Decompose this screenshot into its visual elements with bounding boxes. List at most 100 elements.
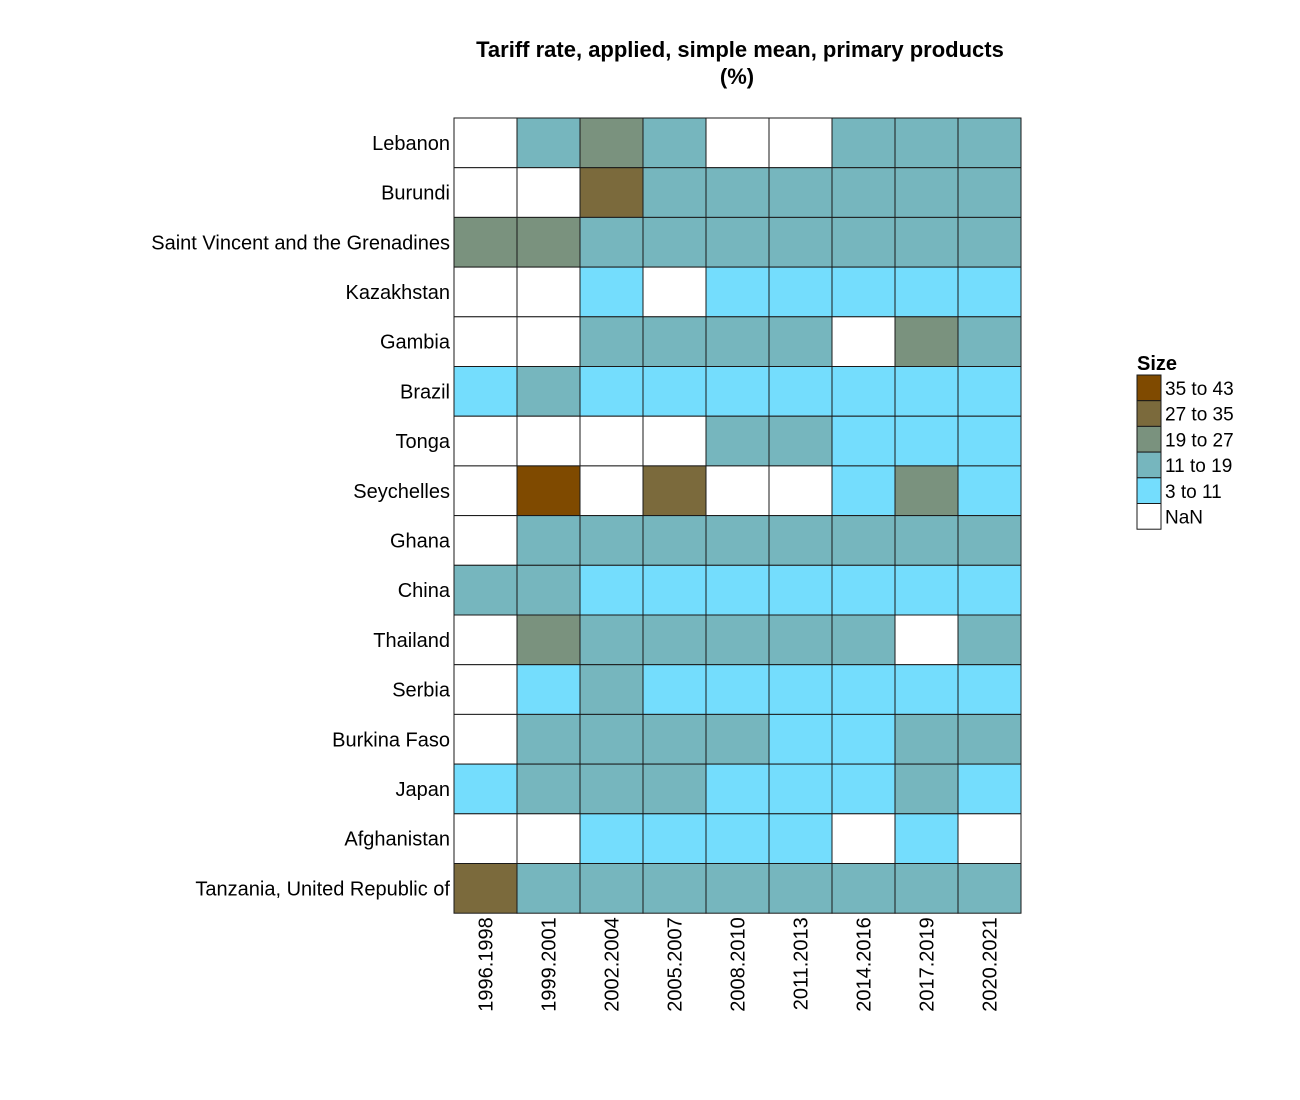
heatmap-cell-gambia-2005-2007 (642, 316, 707, 367)
heatmap-cell-china-1999-2001 (516, 564, 581, 616)
heatmap-cell-afghanistan-2017-2019 (894, 813, 959, 864)
row-label-japan: Japan (396, 779, 451, 801)
column-label-2020-2021: 2020.2021 (980, 917, 1002, 1012)
heatmap-cell-lebanon-2014-2016 (831, 117, 896, 169)
heatmap-cell-thailand-2020-2021 (957, 614, 1022, 666)
heatmap-cell-china-1996-1998 (453, 564, 518, 616)
column-label-2002-2004: 2002.2004 (602, 917, 624, 1012)
heatmap-cell-tonga-2002-2004 (579, 415, 644, 467)
heatmap-cell-serbia-2011-2013 (768, 664, 833, 715)
heatmap-cell-thailand-2002-2004 (579, 614, 644, 666)
heatmap-cell-china-2008-2010 (705, 564, 770, 616)
legend-label-11-to-19: 11 to 19 (1165, 456, 1232, 477)
heatmap-cell-ghana-2008-2010 (705, 515, 770, 566)
row-labels: Lebanon Burundi Saint Vincent and the Gren… (151, 133, 451, 900)
heatmap-cell-brazil-1996-1998 (453, 366, 518, 417)
heatmap-cell-afghanistan-1999-2001 (516, 813, 581, 864)
heatmap-cell-seychelles-2002-2004 (579, 465, 644, 517)
heatmap-cell-tonga-2008-2010 (705, 415, 770, 467)
heatmap-cell-thailand-2005-2007 (642, 614, 707, 666)
heatmap-cell-thailand-1996-1998 (453, 614, 518, 666)
heatmap-cell-burkina-faso-2017-2019 (894, 713, 959, 765)
heatmap-cell-kazakhstan-2020-2021 (957, 266, 1022, 318)
heatmap-cell-tanzania-united-republic-of-2020-2021 (957, 863, 1022, 914)
heatmap-cell-brazil-2002-2004 (579, 366, 644, 417)
heatmap-cell-burundi-1996-1998 (453, 167, 518, 218)
heatmap-cell-tonga-2014-2016 (831, 415, 896, 467)
heatmap-cell-japan-2014-2016 (831, 763, 896, 815)
heatmap-cell-burkina-faso-2020-2021 (957, 713, 1022, 765)
row-label-serbia: Serbia (392, 680, 451, 702)
legend-swatch-27-to-35 (1136, 400, 1162, 427)
heatmap-cell-kazakhstan-2014-2016 (831, 266, 896, 318)
heatmap-cell-kazakhstan-2017-2019 (894, 266, 959, 318)
heatmap-cell-china-2020-2021 (957, 564, 1022, 616)
heatmap-cell-china-2017-2019 (894, 564, 959, 616)
row-label-tonga: Tonga (396, 431, 451, 453)
heatmap-cell-burundi-2002-2004 (579, 167, 644, 218)
heatmap-cell-serbia-1999-2001 (516, 664, 581, 715)
heatmap-cell-kazakhstan-2008-2010 (705, 266, 770, 318)
column-labels: 1996.1998 1999.2001 2002.2004 2005.2007 2008… (476, 917, 1002, 1012)
heatmap-cell-saint-vincent-and-the-grenadines-2014-2016 (831, 216, 896, 268)
legend-swatch-35-to-43 (1136, 374, 1162, 402)
row-label-saint-vincent-and-the-grenadines: Saint Vincent and the Grenadines (151, 232, 450, 254)
heatmap-cell-tonga-1996-1998 (453, 415, 518, 467)
chart-title: Tariff rate, applied, simple mean, prima… (476, 37, 1004, 62)
legend-swatch-19-to-27 (1136, 425, 1162, 453)
row-label-china: China (398, 580, 451, 602)
heatmap-cell-lebanon-1999-2001 (516, 117, 581, 169)
heatmap-cell-saint-vincent-and-the-grenadines-2011-2013 (768, 216, 833, 268)
heatmap-cell-ghana-2005-2007 (642, 515, 707, 566)
heatmap-cell-thailand-1999-2001 (516, 614, 581, 666)
heatmap-cell-gambia-2020-2021 (957, 316, 1022, 367)
heatmap-cell-seychelles-2011-2013 (768, 465, 833, 517)
column-label-1996-1998: 1996.1998 (476, 917, 498, 1012)
heatmap-cell-serbia-2014-2016 (831, 664, 896, 715)
heatmap-cell-tanzania-united-republic-of-2017-2019 (894, 863, 959, 914)
heatmap-cell-serbia-2008-2010 (705, 664, 770, 715)
heatmap-cell-burundi-2008-2010 (705, 167, 770, 218)
heatmap-cell-ghana-2020-2021 (957, 515, 1022, 566)
heatmap-cell-brazil-1999-2001 (516, 366, 581, 417)
heatmap-cell-afghanistan-2020-2021 (957, 813, 1022, 864)
heatmap-cell-afghanistan-1996-1998 (453, 813, 518, 864)
heatmap-cell-serbia-1996-1998 (453, 664, 518, 715)
heatmap-cell-afghanistan-2002-2004 (579, 813, 644, 864)
heatmap-cell-lebanon-1996-1998 (453, 117, 518, 169)
heatmap-cell-japan-2005-2007 (642, 763, 707, 815)
column-label-2011-2013: 2011.2013 (791, 917, 813, 1010)
legend-swatch-3-to-11 (1136, 477, 1162, 504)
heatmap-cell-burkina-faso-2014-2016 (831, 713, 896, 765)
column-label-2008-2010: 2008.2010 (728, 917, 750, 1012)
heatmap-cell-burkina-faso-2011-2013 (768, 713, 833, 765)
heatmap-cell-thailand-2014-2016 (831, 614, 896, 666)
legend-label-27-to-35: 27 to 35 (1165, 405, 1234, 426)
heatmap-cell-gambia-1999-2001 (516, 316, 581, 367)
column-label-2005-2007: 2005.2007 (665, 917, 687, 1012)
row-label-ghana: Ghana (390, 530, 451, 552)
heatmap-cell-tonga-2005-2007 (642, 415, 707, 467)
heatmap-cell-china-2011-2013 (768, 564, 833, 616)
heatmap-cell-serbia-2005-2007 (642, 664, 707, 715)
heatmap-cell-seychelles-2017-2019 (894, 465, 959, 517)
heatmap-cell-japan-1996-1998 (453, 763, 518, 815)
heatmap-cell-kazakhstan-1999-2001 (516, 266, 581, 318)
legend-label-3-to-11: 3 to 11 (1165, 482, 1222, 503)
row-label-burkina-faso: Burkina Faso (332, 729, 450, 751)
heatmap-cell-burkina-faso-1999-2001 (516, 713, 581, 765)
legend-label-35-to-43: 35 to 43 (1165, 379, 1234, 400)
heatmap-cell-burkina-faso-2002-2004 (579, 713, 644, 765)
row-label-kazakhstan: Kazakhstan (345, 282, 450, 304)
heatmap-cell-seychelles-2005-2007 (642, 465, 707, 517)
heatmap-cell-gambia-1996-1998 (453, 316, 518, 367)
heatmap-cell-ghana-1999-2001 (516, 515, 581, 566)
heatmap-cell-kazakhstan-2002-2004 (579, 266, 644, 318)
heatmap-cell-brazil-2014-2016 (831, 366, 896, 417)
heatmap-cell-brazil-2005-2007 (642, 366, 707, 417)
heatmap-cell-serbia-2017-2019 (894, 664, 959, 715)
heatmap-cell-burundi-2011-2013 (768, 167, 833, 218)
heatmap-cell-tonga-2020-2021 (957, 415, 1022, 467)
row-label-thailand: Thailand (373, 630, 450, 652)
